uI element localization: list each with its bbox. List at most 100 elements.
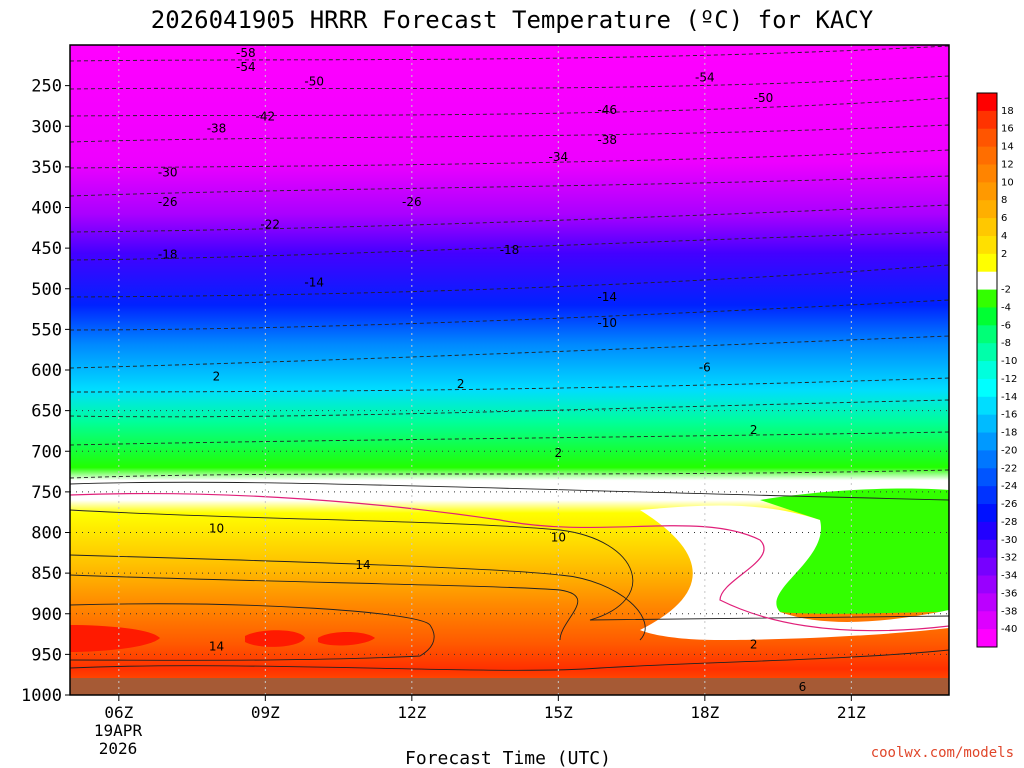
contour-label: -38 [597,133,617,147]
x-tick-label: 15Z [544,703,573,722]
cold-pocket-white [640,505,949,640]
colorbar-swatch [977,289,997,308]
colorbar-swatch [977,235,997,255]
ground-band [70,678,949,695]
contour-label: -18 [158,248,178,262]
y-tick-label: 300 [31,117,62,137]
contour-label: 2 [213,370,221,384]
contour-label: -42 [256,110,276,124]
contour-label: -26 [402,195,422,209]
colorbar-swatch [977,611,997,630]
warm-core-red-2 [245,630,305,647]
x-axis-label: Forecast Time (UTC) [405,748,611,768]
contour-label: -50 [304,75,324,89]
contour-line [70,603,435,661]
colorbar-swatch [977,504,997,523]
contour-label: -30 [158,166,178,180]
chart-title: 2026041905 HRRR Forecast Temperature (ºC… [151,6,874,34]
contour-label-layer: -58-54-50 -54-50-46-42-38-38-34-30-26 -26-… [158,46,807,694]
y-tick-label: 650 [31,402,62,422]
colorbar-label: -36 [1001,588,1017,599]
colorbar-swatch [977,128,997,148]
colorbar-swatch [977,218,997,237]
contour-line [70,335,949,369]
contour-label: -14 [597,290,617,304]
contour-line [70,399,949,418]
y-tick-label: 350 [31,158,62,178]
x-tick-label: 06Z [104,703,133,722]
colorbar-label: -38 [1001,606,1017,617]
colorbar-label: 2 [1001,249,1007,260]
contour-line [70,431,949,446]
colorbar-label: -14 [1001,392,1017,403]
contour-line [70,554,646,641]
contour-line [70,299,949,331]
colorbar-label: -30 [1001,535,1017,546]
colorbar-swatch [977,164,997,183]
colorbar-label: 6 [1001,213,1007,224]
colorbar-swatch [977,396,997,416]
y-tick-label: 900 [31,605,62,625]
colorbar-label: -10 [1001,356,1017,367]
contour-label: -26 [158,195,178,209]
colorbar-swatch [977,539,997,559]
contour-line [70,124,949,143]
colorbar-swatch [977,200,997,219]
contour-label: 14 [355,558,370,572]
contour-line [70,469,949,479]
contour-label: 2 [457,377,465,391]
y-axis: 250 300 350 400 450 500 550 600 650 700 750 800 850 9… [21,77,70,706]
colorbar-swatch [977,629,997,648]
colorbar-label: -18 [1001,428,1017,439]
contour-label: -6 [699,361,711,375]
colorbar-swatch [977,182,997,201]
y-tick-label: 750 [31,483,62,503]
contour-label: 6 [799,680,807,694]
y-tick-label: 450 [31,239,62,259]
warm-core-red-3 [318,632,375,646]
contour-line [70,377,949,393]
y-tick-label: 950 [31,645,62,665]
colorbar-swatch [977,325,997,344]
colorbar-label: 18 [1001,106,1014,117]
colorbar-swatch [977,486,997,505]
contour-label: 10 [209,521,224,535]
colorbar-swatch [977,343,997,362]
contour-label: -38 [207,122,227,136]
colorbar-swatch [977,450,997,469]
colorbar-swatch [977,307,997,326]
contour-line [70,264,949,298]
x-axis: 06Z 09Z 12Z 15Z 18Z 21Z [104,695,866,722]
y-tick-label: 800 [31,524,62,544]
contour-label: -22 [260,218,280,232]
y-tick-label: 1000 [21,686,62,706]
colorbar-swatch [977,253,997,273]
x-tick-label: 09Z [251,703,280,722]
contour-label: 2 [750,423,758,437]
contour-line [70,231,949,261]
x-tick-label: 12Z [397,703,426,722]
x-tick-label: 21Z [837,703,866,722]
contour-label: -10 [597,316,617,330]
y-tick-label: 700 [31,442,62,462]
y-tick-label: 550 [31,320,62,340]
contour-label: -14 [304,275,324,289]
contour-label: 14 [209,639,224,653]
colorbar-label: 12 [1001,159,1014,170]
colorbar-label: -2 [1001,285,1011,296]
contour-lines [70,45,949,671]
colorbar-swatch [977,361,997,380]
colorbar-swatch [977,110,997,130]
colorbar-swatch [977,378,997,398]
contour-label: -54 [236,60,256,74]
contour-line [70,509,949,621]
contour-label: -46 [597,103,617,117]
grid-overlay [70,45,949,696]
colorbar-swatch [977,432,997,451]
colorbar-label: -20 [1001,445,1017,456]
colorbar-label: 14 [1001,142,1014,153]
colorbar-swatch [977,575,997,594]
colorbar-label: -4 [1001,302,1011,313]
colorbar-label: -28 [1001,517,1017,528]
contour-label: 2 [555,446,563,460]
